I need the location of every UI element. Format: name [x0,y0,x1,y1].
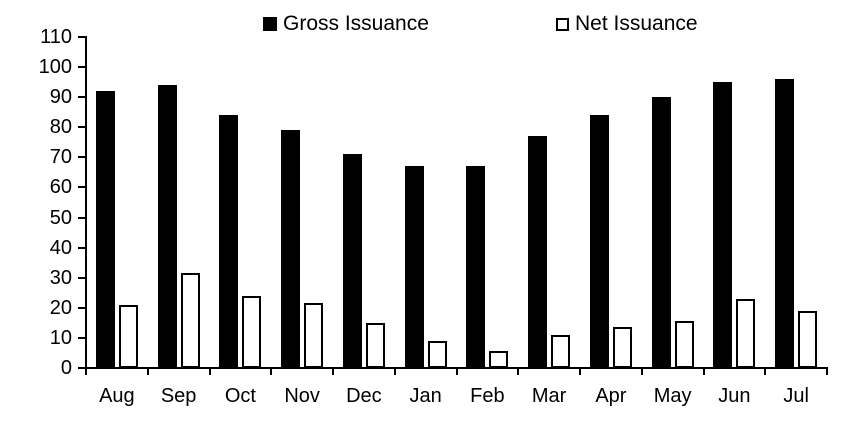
y-tick [78,96,86,99]
bar-net-issuance [612,327,632,368]
bar-gross-issuance [466,166,486,368]
bar-gross-issuance [219,115,239,368]
net-issuance-swatch-icon [556,17,569,31]
category-slot [210,37,272,368]
y-tick-label: 70 [49,146,72,169]
x-category-label: Jun [718,385,751,407]
bar-net-issuance [489,351,509,368]
x-tick [826,367,828,375]
gross-issuance-swatch-icon [263,17,277,31]
y-tick-label: 100 [38,56,72,79]
bar-net-issuance [304,303,324,368]
y-tick [78,276,86,279]
category-slot [333,37,395,368]
x-category-label: Aug [99,385,135,407]
bar-net-issuance [674,321,694,368]
y-tick-label: 60 [49,176,72,199]
legend-label-gross-issuance: Gross Issuance [283,12,429,35]
y-tick-label: 50 [49,206,72,229]
y-tick-label: 80 [49,116,72,139]
category-slot [642,37,704,368]
x-category-label: Jul [783,385,809,407]
x-tick [332,367,334,375]
y-tick-label: 110 [40,26,72,48]
x-category-label: Sep [160,385,197,407]
y-tick-label: 90 [49,86,72,109]
y-tick [78,367,86,369]
x-category-label: Jan [409,385,442,407]
category-slot [704,37,766,368]
y-tick [78,216,86,219]
y-tick [78,126,86,129]
y-tick-label: 10 [49,326,72,349]
plot-area [86,37,827,368]
bar-gross-issuance [528,136,548,368]
x-tick [146,367,149,375]
x-category-label: Dec [346,385,382,407]
x-category-label: May [653,385,692,407]
x-tick [764,367,767,375]
y-tick [78,246,86,249]
x-category-label: Nov [284,385,320,407]
bar-gross-issuance [404,166,424,368]
bar-net-issuance [427,340,447,368]
bar-gross-issuance [775,79,795,368]
category-slot [580,37,642,368]
x-tick [393,367,396,375]
y-tick [78,186,86,189]
y-tick [78,156,86,159]
bar-gross-issuance [157,85,177,368]
bar-gross-issuance [589,115,609,368]
bar-net-issuance [365,322,385,368]
x-category-label: Apr [595,385,627,407]
bar-net-issuance [551,334,571,368]
category-slot [395,37,457,368]
bar-net-issuance [736,298,756,368]
y-tick-label: 30 [49,266,72,289]
y-tick-label: 20 [49,296,72,319]
bar-gross-issuance [342,154,362,368]
y-tick-label: 0 [60,357,72,379]
category-slot [86,37,148,368]
x-tick [640,367,643,375]
legend-item-gross-issuance: Gross Issuance [263,12,429,36]
y-tick [78,306,86,309]
y-tick [78,66,86,69]
legend-item-net-issuance: Net Issuance [556,12,698,36]
x-tick [579,367,581,375]
bar-gross-issuance [95,91,115,368]
x-tick [85,367,87,375]
bar-gross-issuance [281,130,301,368]
x-tick [208,367,211,375]
y-axis [85,36,87,369]
x-tick [455,367,458,375]
y-tick-label: 40 [49,236,72,259]
x-tick [270,367,273,375]
category-slot [271,37,333,368]
y-tick [78,336,86,339]
x-category-label: Mar [531,385,567,407]
category-slot [765,37,827,368]
legend-label-net-issuance: Net Issuance [575,12,698,35]
x-tick [702,367,705,375]
x-category-label: Feb [470,385,505,407]
y-tick [78,36,86,38]
bar-net-issuance [798,310,818,368]
category-slot [457,37,519,368]
category-slot [518,37,580,368]
bar-net-issuance [118,304,138,368]
bar-net-issuance [180,273,200,368]
bar-gross-issuance [651,97,671,368]
x-tick [517,367,520,375]
bar-net-issuance [242,295,262,368]
x-category-label: Oct [224,385,256,407]
category-slot [148,37,210,368]
bar-gross-issuance [713,82,733,368]
